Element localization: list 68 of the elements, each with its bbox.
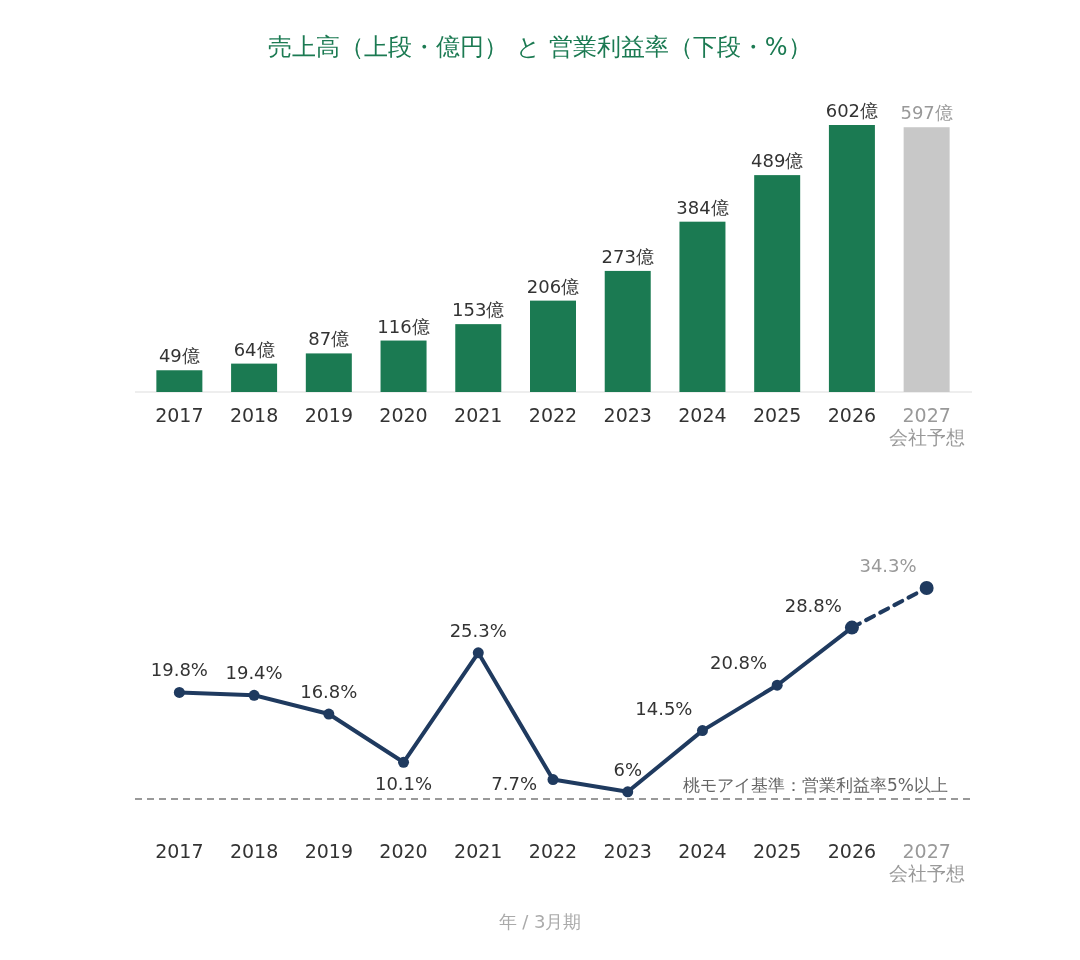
point bbox=[323, 708, 335, 720]
point bbox=[248, 689, 260, 701]
x-tick-label: 2021 bbox=[454, 404, 503, 426]
x-tick-label: 2025 bbox=[753, 404, 802, 426]
point bbox=[173, 686, 185, 698]
data-label: 206億 bbox=[526, 275, 580, 297]
bar bbox=[231, 363, 278, 392]
x-tick-label: 2022 bbox=[528, 404, 578, 426]
bar bbox=[305, 353, 352, 392]
x-tick-label: 2024 bbox=[678, 404, 727, 426]
x-tick-label: 2026 bbox=[827, 404, 877, 426]
data-label: 6% bbox=[613, 758, 643, 780]
x-tick-label: 2019 bbox=[304, 404, 353, 426]
x-tick-label: 2027 会社予想 bbox=[888, 404, 965, 448]
data-label: 19.4% bbox=[225, 662, 283, 684]
x-tick-label: 2024 bbox=[678, 840, 727, 862]
data-label: 602億 bbox=[825, 100, 879, 121]
bar bbox=[530, 300, 576, 392]
x-tick-label: 2022 bbox=[528, 840, 578, 862]
bar bbox=[679, 221, 726, 392]
x-tick-label: 2023 bbox=[603, 840, 652, 862]
point bbox=[919, 581, 934, 595]
bar bbox=[828, 125, 875, 392]
point bbox=[472, 647, 484, 659]
x-tick-label: 2023 bbox=[603, 404, 652, 426]
data-label: 25.3% bbox=[449, 619, 507, 641]
x-tick-label: 2027 会社予想 bbox=[888, 840, 965, 884]
point bbox=[398, 756, 410, 768]
x-tick-label: 2018 bbox=[229, 840, 279, 862]
chart-title: 売上高（上段・億円） と 営業利益率（下段・%） bbox=[268, 33, 812, 61]
x-tick-label: 2026 bbox=[827, 840, 877, 862]
x-tick-label: 2020 bbox=[379, 840, 428, 862]
bar bbox=[604, 270, 651, 392]
data-label: 7.7% bbox=[491, 772, 537, 794]
data-label: 14.5% bbox=[635, 697, 693, 719]
data-label: 28.8% bbox=[784, 594, 842, 616]
x-tick-label: 2020 bbox=[379, 404, 428, 426]
x-tick-label: 2018 bbox=[229, 404, 279, 426]
data-label: 16.8% bbox=[300, 681, 358, 703]
ref-line-label: 桃モアイ基準：営業利益率5%以上 bbox=[683, 775, 948, 795]
data-label: 153億 bbox=[452, 299, 505, 321]
x-tick-label: 2019 bbox=[304, 840, 353, 862]
x-tick-label: 2017 bbox=[155, 404, 204, 426]
data-label: 20.8% bbox=[709, 652, 768, 674]
data-label: 64億 bbox=[233, 338, 275, 360]
bar bbox=[754, 175, 801, 392]
x-tick-label: 2021 bbox=[454, 840, 503, 862]
bar bbox=[156, 370, 203, 392]
data-label: 10.1% bbox=[374, 773, 433, 795]
data-label: 597億 bbox=[900, 102, 953, 124]
bar bbox=[903, 127, 950, 392]
data-label: 34.3% bbox=[859, 555, 917, 576]
data-label: 273億 bbox=[601, 245, 654, 267]
point bbox=[622, 786, 634, 798]
data-label: 87億 bbox=[308, 328, 350, 350]
x-tick-label: 2017 bbox=[155, 840, 204, 862]
data-label: 489億 bbox=[751, 150, 804, 172]
x-tick-label: 2025 bbox=[753, 840, 802, 862]
data-label: 19.8% bbox=[150, 659, 208, 681]
point bbox=[696, 725, 708, 737]
point bbox=[547, 774, 559, 786]
data-label: 49億 bbox=[158, 345, 200, 367]
data-label: 116億 bbox=[377, 315, 430, 337]
data-label: 384億 bbox=[676, 196, 729, 218]
x-axis-title: 年 / 3月期 bbox=[498, 911, 582, 932]
bar bbox=[380, 340, 427, 392]
point bbox=[771, 679, 783, 691]
bar bbox=[455, 324, 502, 392]
